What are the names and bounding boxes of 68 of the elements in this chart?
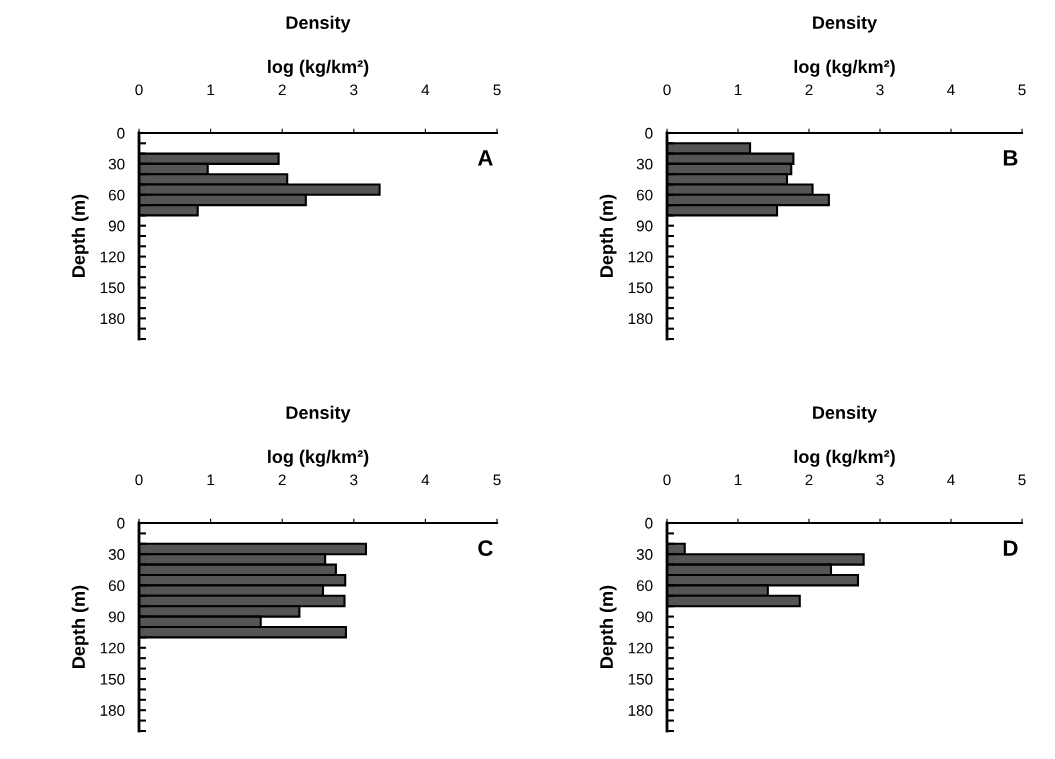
y-tick-label: 120 — [100, 642, 125, 654]
chart-title: Density — [813, 405, 878, 423]
y-tick-label: 60 — [636, 189, 653, 201]
y-tick-label: 150 — [100, 282, 125, 294]
x-tick-label: 4 — [947, 84, 955, 96]
y-tick-label: 90 — [636, 611, 653, 623]
x-tick-label: 3 — [876, 474, 884, 486]
x-tick-label: 3 — [350, 84, 358, 96]
y-tick-label: 30 — [636, 549, 653, 560]
y-tick-label: 180 — [100, 313, 125, 325]
annotation: A — [477, 150, 493, 166]
x-axis-title: log (kg/km²) — [268, 59, 369, 77]
y-axis-title: Depth (m) — [599, 585, 617, 668]
x-tick-label: 4 — [421, 84, 430, 96]
y-tick-label: 0 — [645, 127, 653, 139]
y-tick-label: 30 — [636, 158, 653, 170]
y-tick-label: 120 — [628, 251, 653, 263]
x-tick-label: 0 — [135, 474, 143, 486]
y-tick-label: 0 — [117, 517, 125, 529]
chart-title: Density — [286, 15, 351, 33]
y-tick-label: 180 — [100, 705, 125, 716]
x-tick-label: 0 — [663, 474, 671, 486]
y-tick-label: 60 — [108, 189, 125, 201]
y-tick-label: 30 — [108, 549, 125, 560]
x-tick-label: 2 — [805, 474, 813, 486]
x-axis-title: log (kg/km²) — [268, 449, 369, 467]
x-tick-label: 0 — [663, 84, 671, 96]
x-tick-label: 5 — [493, 84, 501, 96]
chart-title: Density — [286, 405, 351, 423]
x-tick-label: 3 — [876, 84, 884, 96]
x-tick-label: 4 — [947, 474, 955, 486]
y-tick-label: 60 — [108, 580, 125, 592]
annotation: C — [478, 540, 493, 557]
y-tick-label: 120 — [628, 642, 653, 654]
x-tick-label: 2 — [278, 474, 286, 486]
y-tick-label: 0 — [645, 517, 653, 529]
x-tick-label: 3 — [350, 474, 358, 486]
x-tick-label: 5 — [1018, 474, 1026, 486]
x-tick-label: 4 — [421, 474, 430, 486]
y-tick-label: 150 — [628, 282, 653, 294]
y-tick-label: 150 — [628, 673, 653, 685]
chart-title: Density — [813, 15, 878, 33]
x-tick-label: 1 — [207, 474, 215, 486]
x-tick-label: 1 — [207, 84, 215, 96]
y-tick-label: 180 — [628, 705, 653, 716]
y-tick-label: 30 — [108, 158, 125, 170]
x-tick-label: 0 — [135, 84, 143, 96]
y-tick-label: 180 — [628, 313, 653, 325]
y-tick-label: 0 — [117, 127, 125, 139]
x-axis-title: log (kg/km²) — [794, 59, 895, 77]
y-tick-label: 90 — [108, 611, 125, 623]
y-tick-label: 90 — [108, 220, 125, 232]
y-tick-label: 120 — [100, 251, 125, 263]
annotation: D — [1003, 540, 1018, 556]
x-tick-label: 1 — [734, 84, 742, 96]
x-axis-title: log (kg/km²) — [794, 449, 895, 467]
x-tick-label: 5 — [1018, 84, 1026, 96]
y-axis-title: Depth (m) — [71, 585, 89, 668]
y-tick-label: 150 — [100, 673, 125, 685]
y-axis-title: Depth (m) — [71, 194, 89, 277]
x-tick-label: 5 — [493, 474, 501, 486]
x-tick-label: 2 — [805, 84, 813, 96]
y-tick-label: 90 — [636, 220, 653, 232]
y-tick-label: 60 — [636, 580, 653, 592]
x-tick-label: 1 — [734, 474, 742, 486]
annotation: B — [1003, 150, 1018, 166]
x-tick-label: 2 — [278, 84, 286, 96]
y-axis-title: Depth (m) — [599, 194, 617, 277]
